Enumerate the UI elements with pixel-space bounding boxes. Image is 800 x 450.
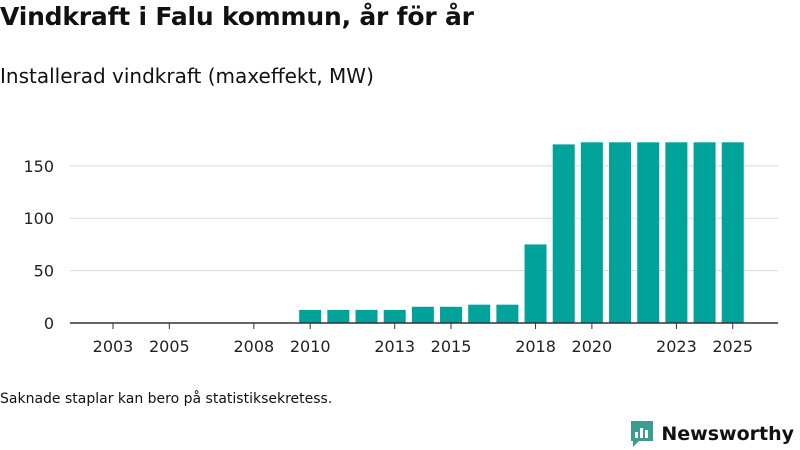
bar-2017: [496, 304, 519, 323]
x-tick-label-2008: 2008: [233, 337, 274, 356]
footnote: Saknade staplar kan bero på statistiksek…: [0, 391, 333, 407]
bar-2020: [580, 142, 603, 323]
x-tick-label-2013: 2013: [374, 337, 415, 356]
bar-2022: [637, 142, 660, 323]
bar-2021: [609, 142, 632, 323]
x-tick-label-2020: 2020: [572, 337, 613, 356]
x-tick-label-2018: 2018: [515, 337, 556, 356]
chart-title: Vindkraft i Falu kommun, år för år: [0, 2, 474, 31]
x-tick-label-2025: 2025: [712, 337, 753, 356]
x-tick-label-2023: 2023: [656, 337, 697, 356]
bar-2019: [552, 144, 575, 323]
bar-2013: [383, 309, 406, 323]
y-tick-label-150: 150: [23, 157, 54, 176]
bar-2011: [327, 309, 350, 323]
x-tick-label-2015: 2015: [431, 337, 472, 356]
bar-2012: [355, 309, 378, 323]
y-tick-label-50: 50: [34, 262, 54, 281]
chart-subtitle: Installerad vindkraft (maxeffekt, MW): [0, 64, 374, 88]
bar-2014: [411, 306, 434, 323]
bar-chart: 0 50 100 150 2003 2005 2008 2010 2013 2015 2018 202…: [23, 142, 778, 356]
bar-2023: [665, 142, 688, 323]
newsworthy-logo-icon: [631, 421, 654, 447]
x-tick-label-2005: 2005: [149, 337, 190, 356]
bar-2016: [468, 304, 491, 323]
brand-logo: Newsworthy: [629, 419, 794, 449]
y-tick-label-0: 0: [44, 314, 54, 333]
bar-2018: [524, 244, 547, 323]
brand-name: Newsworthy: [661, 423, 794, 445]
x-tick-label-2010: 2010: [290, 337, 331, 356]
y-tick-label-100: 100: [23, 209, 54, 228]
bar-2025: [721, 142, 744, 323]
bar-2015: [440, 306, 463, 323]
bar-2024: [693, 142, 716, 323]
x-tick-label-2003: 2003: [93, 337, 134, 356]
bar-2010: [299, 309, 322, 323]
